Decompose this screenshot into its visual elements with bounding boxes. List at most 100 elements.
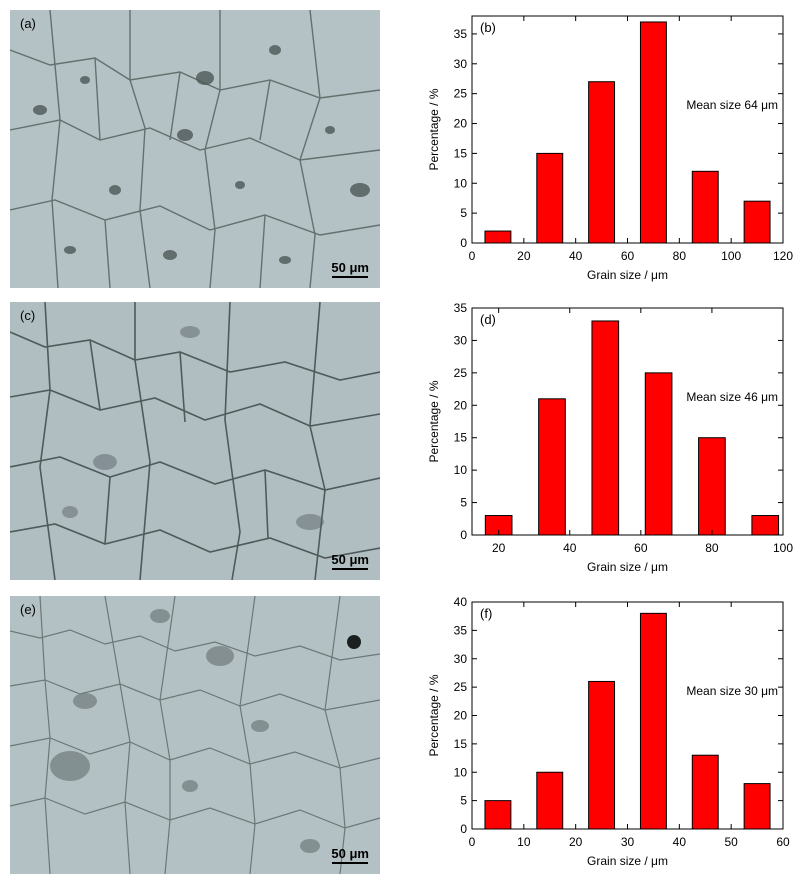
y-tick-label-b-4: 20 (454, 117, 468, 131)
bar-d-1 (538, 398, 566, 536)
scale-bar-text-c: 50 μm (331, 552, 369, 567)
y-tick-label-f-8: 40 (454, 595, 468, 609)
y-tick-label-d-5: 25 (454, 366, 468, 380)
bar-d-5 (751, 515, 780, 536)
x-tick-label-b-0: 0 (469, 249, 476, 263)
micrograph-a: (a) 50 μm (10, 10, 380, 288)
scale-bar-c: 50 μm (331, 553, 369, 570)
scale-bar-text-a: 50 μm (331, 260, 369, 275)
x-tick-label-b-3: 60 (621, 249, 635, 263)
y-tick-label-f-4: 20 (454, 709, 468, 723)
x-tick-label-b-2: 40 (569, 249, 583, 263)
panel-label-e: (e) (20, 602, 36, 617)
scale-bar-line-c (332, 568, 369, 570)
bar-b-5 (743, 200, 771, 244)
y-tick-label-d-1: 5 (460, 496, 467, 510)
x-tick-label-d-1: 40 (563, 541, 577, 555)
y-tick-label-d-7: 35 (454, 301, 468, 315)
mean-size-annotation-b: Mean size 64 μm (686, 98, 778, 112)
bar-b-3 (639, 21, 667, 244)
x-tick-label-b-4: 80 (673, 249, 687, 263)
y-tick-label-d-2: 10 (454, 463, 468, 477)
scale-bar-a: 50 μm (331, 261, 369, 278)
y-tick-label-f-2: 10 (454, 765, 468, 779)
micrograph-c-image (10, 302, 380, 580)
panel-label-d: (d) (480, 312, 496, 327)
scale-bar-e: 50 μm (331, 847, 369, 864)
histogram-b: 0 20 40 60 80 100 120 0 5 10 15 20 25 30 35 Grain size … (420, 2, 803, 287)
y-tick-label-d-4: 20 (454, 398, 468, 412)
bar-d-3 (644, 372, 673, 536)
scale-bar-line-a (332, 276, 369, 278)
panel-label-b: (b) (480, 20, 496, 35)
scale-bar-text-e: 50 μm (331, 846, 369, 861)
x-tick-label-f-5: 50 (724, 835, 738, 849)
x-tick-label-f-4: 40 (673, 835, 687, 849)
plot-frame-b (471, 15, 784, 244)
x-tick-label-d-4: 100 (773, 541, 793, 555)
mean-size-annotation-f: Mean size 30 μm (686, 684, 778, 698)
x-tick-label-f-1: 10 (517, 835, 531, 849)
y-tick-label-f-6: 30 (454, 652, 468, 666)
y-tick-label-f-3: 15 (454, 737, 468, 751)
panel-label-f: (f) (480, 606, 492, 621)
micrograph-e: (e) 50 μm (10, 596, 380, 874)
scale-bar-line-e (332, 862, 369, 864)
y-tick-label-d-3: 15 (454, 431, 468, 445)
histogram-f: 0 10 20 30 40 50 60 0 5 10 15 20 25 30 35 40 Grain size … (420, 588, 803, 873)
x-axis-label-b: Grain size / μm (587, 268, 668, 282)
bar-f-0 (484, 800, 512, 830)
x-tick-label-b-5: 100 (721, 249, 741, 263)
bar-d-2 (591, 320, 620, 536)
bar-b-0 (484, 230, 512, 244)
x-tick-label-b-1: 20 (517, 249, 531, 263)
y-tick-label-b-6: 30 (454, 57, 468, 71)
x-tick-label-f-0: 0 (469, 835, 476, 849)
mean-size-annotation-d: Mean size 46 μm (686, 390, 778, 404)
bar-b-2 (588, 81, 616, 244)
bar-d-4 (698, 437, 726, 536)
y-tick-label-d-0: 0 (460, 528, 467, 542)
x-tick-label-f-6: 60 (776, 835, 790, 849)
x-tick-label-f-2: 20 (569, 835, 583, 849)
micrograph-a-image (10, 10, 380, 288)
bar-f-1 (536, 771, 564, 830)
bar-f-5 (743, 783, 771, 830)
y-tick-label-b-2: 10 (454, 176, 468, 190)
y-tick-label-d-6: 30 (454, 333, 468, 347)
bar-b-4 (691, 170, 719, 244)
y-tick-label-f-0: 0 (460, 822, 467, 836)
bar-f-4 (691, 754, 719, 830)
x-axis-label-d: Grain size / μm (587, 560, 668, 574)
x-tick-label-f-3: 30 (621, 835, 635, 849)
y-axis-label-f: Percentage / % (427, 674, 441, 756)
y-axis-label-b: Percentage / % (427, 88, 441, 170)
histogram-d: 20 40 60 80 100 0 5 10 15 20 25 30 35 Grain size / μm… (420, 294, 803, 579)
y-tick-label-f-5: 25 (454, 680, 468, 694)
micrograph-c: (c) 50 μm (10, 302, 380, 580)
y-tick-label-b-3: 15 (454, 146, 468, 160)
y-tick-label-b-7: 35 (454, 27, 468, 41)
plot-frame-d (471, 307, 784, 536)
bar-f-3 (639, 612, 667, 830)
y-axis-label-d: Percentage / % (427, 380, 441, 462)
x-axis-label-f: Grain size / μm (587, 854, 668, 868)
y-tick-label-f-7: 35 (454, 623, 468, 637)
bar-b-1 (536, 152, 564, 244)
y-tick-label-b-5: 25 (454, 87, 468, 101)
x-tick-label-d-2: 60 (634, 541, 648, 555)
y-tick-label-b-1: 5 (460, 206, 467, 220)
micrograph-e-image (10, 596, 380, 874)
plot-frame-f (471, 601, 784, 830)
panel-label-c: (c) (20, 308, 36, 323)
x-tick-label-d-3: 80 (705, 541, 719, 555)
histogram-b-svg: 0 20 40 60 80 100 120 0 5 10 15 20 25 30 35 Grain size … (427, 15, 793, 282)
panel-label-a: (a) (20, 16, 36, 31)
y-tick-label-b-0: 0 (460, 236, 467, 250)
bar-f-2 (588, 680, 616, 830)
histogram-d-svg: 20 40 60 80 100 0 5 10 15 20 25 30 35 Grain size / μm… (427, 301, 793, 574)
x-tick-label-d-0: 20 (492, 541, 506, 555)
histogram-f-svg: 0 10 20 30 40 50 60 0 5 10 15 20 25 30 35 40 Grain size … (427, 595, 790, 868)
y-tick-label-f-1: 5 (460, 794, 467, 808)
x-tick-label-b-6: 120 (773, 249, 793, 263)
